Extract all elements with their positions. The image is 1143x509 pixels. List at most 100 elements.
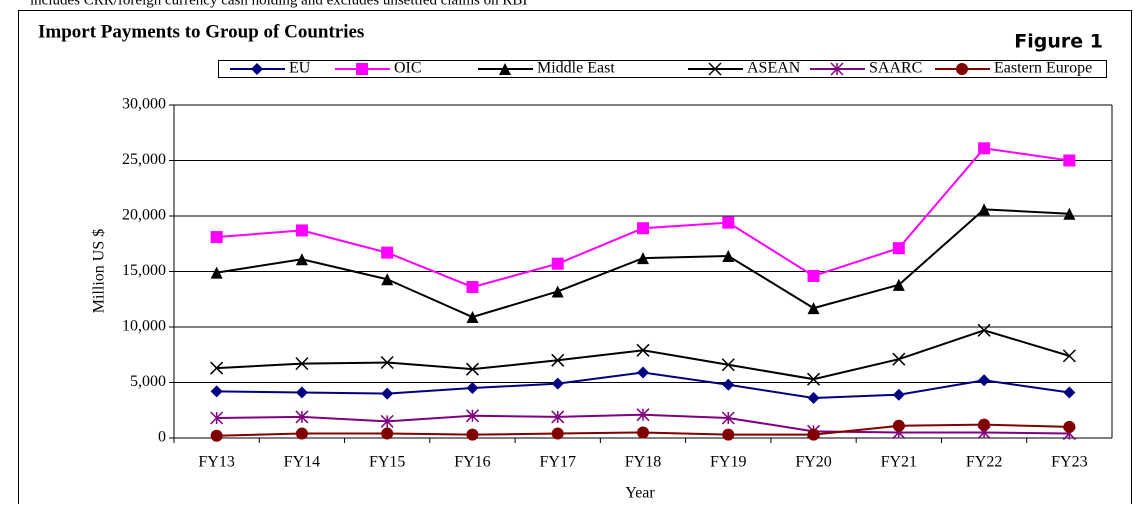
legend-label: Eastern Europe bbox=[994, 60, 1092, 77]
x-tick-label: FY16 bbox=[454, 454, 490, 471]
legend bbox=[218, 60, 1107, 78]
note: includes CRR/foreign currency cash holdi… bbox=[30, 0, 527, 8]
y-tick-label: 25,000 bbox=[122, 151, 166, 168]
marker bbox=[251, 63, 263, 75]
marker bbox=[1063, 154, 1076, 167]
marker bbox=[551, 353, 565, 367]
x-tick-label: FY20 bbox=[795, 454, 831, 471]
x-tick-label: FY18 bbox=[625, 454, 661, 471]
figure-label: Figure 1 bbox=[1014, 31, 1103, 53]
marker bbox=[551, 285, 564, 298]
marker bbox=[830, 62, 844, 76]
marker bbox=[466, 281, 479, 294]
legend-label: EU bbox=[289, 60, 311, 77]
marker bbox=[295, 224, 308, 237]
y-tick-label: 30,000 bbox=[122, 96, 166, 113]
marker bbox=[721, 358, 735, 372]
marker bbox=[722, 216, 735, 229]
legend-label: ASEAN bbox=[747, 60, 801, 77]
marker bbox=[1063, 207, 1076, 220]
marker bbox=[210, 411, 224, 425]
marker bbox=[551, 257, 564, 270]
x-tick-label: FY13 bbox=[198, 454, 234, 471]
marker bbox=[380, 355, 394, 370]
y-axis-label: Million US $ bbox=[91, 229, 108, 313]
marker bbox=[356, 63, 368, 75]
marker bbox=[465, 409, 479, 423]
marker bbox=[977, 323, 991, 337]
marker bbox=[466, 382, 479, 395]
marker bbox=[551, 410, 565, 424]
chart-title: Import Payments to Group of Countries bbox=[38, 21, 364, 42]
marker bbox=[722, 378, 735, 391]
marker bbox=[551, 377, 564, 390]
marker bbox=[637, 222, 649, 235]
marker bbox=[380, 414, 394, 428]
x-tick-label: FY22 bbox=[966, 454, 1002, 471]
marker bbox=[722, 249, 735, 262]
y-tick-label: 15,000 bbox=[122, 262, 166, 279]
marker bbox=[892, 388, 905, 401]
marker bbox=[978, 203, 991, 216]
marker bbox=[892, 242, 905, 255]
marker bbox=[381, 273, 394, 286]
marker bbox=[499, 63, 511, 75]
marker bbox=[210, 266, 223, 279]
marker bbox=[210, 429, 223, 442]
marker bbox=[978, 374, 991, 387]
legend-label: Middle East bbox=[537, 60, 615, 77]
marker bbox=[210, 361, 224, 375]
x-tick-label: FY23 bbox=[1051, 454, 1087, 471]
marker bbox=[807, 392, 820, 405]
y-tick-label: 5,000 bbox=[130, 373, 166, 390]
marker bbox=[295, 410, 309, 424]
series-line bbox=[216, 147, 1070, 289]
marker bbox=[708, 62, 722, 76]
marker bbox=[807, 269, 820, 282]
x-tick-label: FY19 bbox=[710, 454, 746, 471]
x-tick-label: FY15 bbox=[369, 454, 405, 471]
marker bbox=[1063, 386, 1076, 399]
legend-label: OIC bbox=[394, 60, 422, 77]
marker bbox=[295, 253, 308, 266]
y-tick-label: 20,000 bbox=[122, 207, 166, 224]
marker bbox=[978, 142, 991, 155]
marker bbox=[466, 311, 479, 324]
marker bbox=[466, 428, 479, 441]
marker bbox=[807, 428, 820, 441]
marker bbox=[210, 231, 223, 244]
marker bbox=[892, 278, 905, 291]
marker bbox=[892, 352, 906, 366]
marker bbox=[1063, 420, 1076, 433]
marker bbox=[295, 386, 308, 399]
marker bbox=[807, 302, 820, 315]
marker bbox=[721, 411, 735, 425]
frame bbox=[18, 10, 1132, 509]
x-tick-label: FY14 bbox=[284, 454, 320, 471]
marker bbox=[1062, 349, 1076, 363]
marker bbox=[465, 362, 479, 376]
y-tick-label: 10,000 bbox=[122, 318, 166, 335]
y-tick-label: 0 bbox=[158, 429, 166, 446]
marker bbox=[295, 357, 309, 371]
legend-label: SAARC bbox=[869, 60, 922, 77]
marker bbox=[807, 372, 821, 386]
x-tick-label: FY17 bbox=[540, 454, 576, 471]
marker bbox=[978, 418, 991, 431]
marker bbox=[381, 427, 394, 440]
marker bbox=[722, 428, 735, 441]
marker bbox=[637, 252, 649, 265]
marker bbox=[956, 63, 968, 75]
marker bbox=[210, 385, 223, 398]
marker bbox=[295, 427, 308, 440]
marker bbox=[381, 246, 394, 259]
marker bbox=[637, 366, 649, 379]
x-tick-label: FY21 bbox=[881, 454, 917, 471]
x-axis-label: Year bbox=[625, 485, 655, 502]
marker bbox=[637, 426, 649, 439]
marker bbox=[892, 419, 905, 432]
marker bbox=[636, 343, 650, 357]
marker bbox=[551, 427, 564, 440]
marker bbox=[636, 408, 650, 422]
